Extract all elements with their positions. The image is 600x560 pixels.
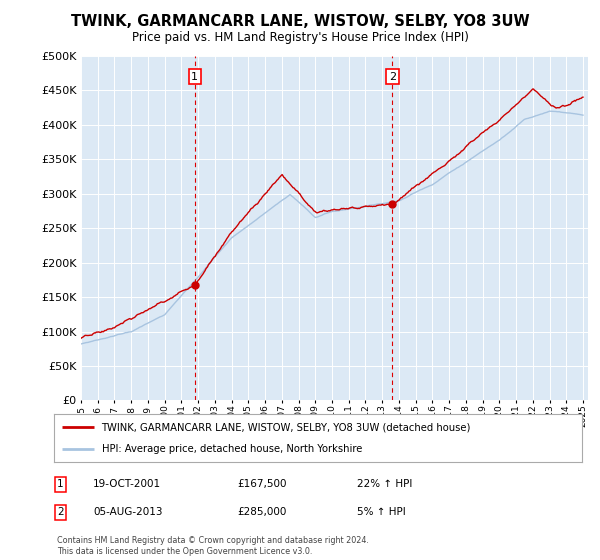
Text: HPI: Average price, detached house, North Yorkshire: HPI: Average price, detached house, Nort… bbox=[101, 444, 362, 454]
Text: 1: 1 bbox=[191, 72, 198, 82]
Text: 19-OCT-2001: 19-OCT-2001 bbox=[93, 479, 161, 489]
Text: 5% ↑ HPI: 5% ↑ HPI bbox=[357, 507, 406, 517]
Text: £285,000: £285,000 bbox=[237, 507, 286, 517]
Text: 22% ↑ HPI: 22% ↑ HPI bbox=[357, 479, 412, 489]
Text: 2: 2 bbox=[57, 507, 64, 517]
Text: 1: 1 bbox=[57, 479, 64, 489]
Text: Contains HM Land Registry data © Crown copyright and database right 2024.
This d: Contains HM Land Registry data © Crown c… bbox=[57, 536, 369, 556]
Text: TWINK, GARMANCARR LANE, WISTOW, SELBY, YO8 3UW: TWINK, GARMANCARR LANE, WISTOW, SELBY, Y… bbox=[71, 14, 529, 29]
Text: £167,500: £167,500 bbox=[237, 479, 287, 489]
Text: 05-AUG-2013: 05-AUG-2013 bbox=[93, 507, 163, 517]
Text: 2: 2 bbox=[389, 72, 396, 82]
Text: Price paid vs. HM Land Registry's House Price Index (HPI): Price paid vs. HM Land Registry's House … bbox=[131, 31, 469, 44]
Text: TWINK, GARMANCARR LANE, WISTOW, SELBY, YO8 3UW (detached house): TWINK, GARMANCARR LANE, WISTOW, SELBY, Y… bbox=[101, 422, 471, 432]
